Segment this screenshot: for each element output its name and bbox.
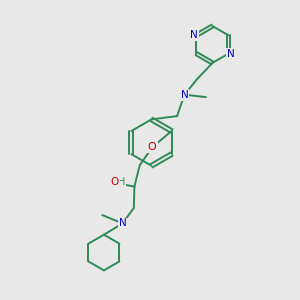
Text: N: N	[227, 49, 235, 59]
Text: N: N	[118, 218, 126, 228]
Text: O: O	[111, 176, 119, 187]
Text: O: O	[148, 142, 157, 152]
Text: N: N	[181, 90, 188, 100]
Text: N: N	[190, 30, 198, 40]
Text: H: H	[118, 176, 125, 187]
